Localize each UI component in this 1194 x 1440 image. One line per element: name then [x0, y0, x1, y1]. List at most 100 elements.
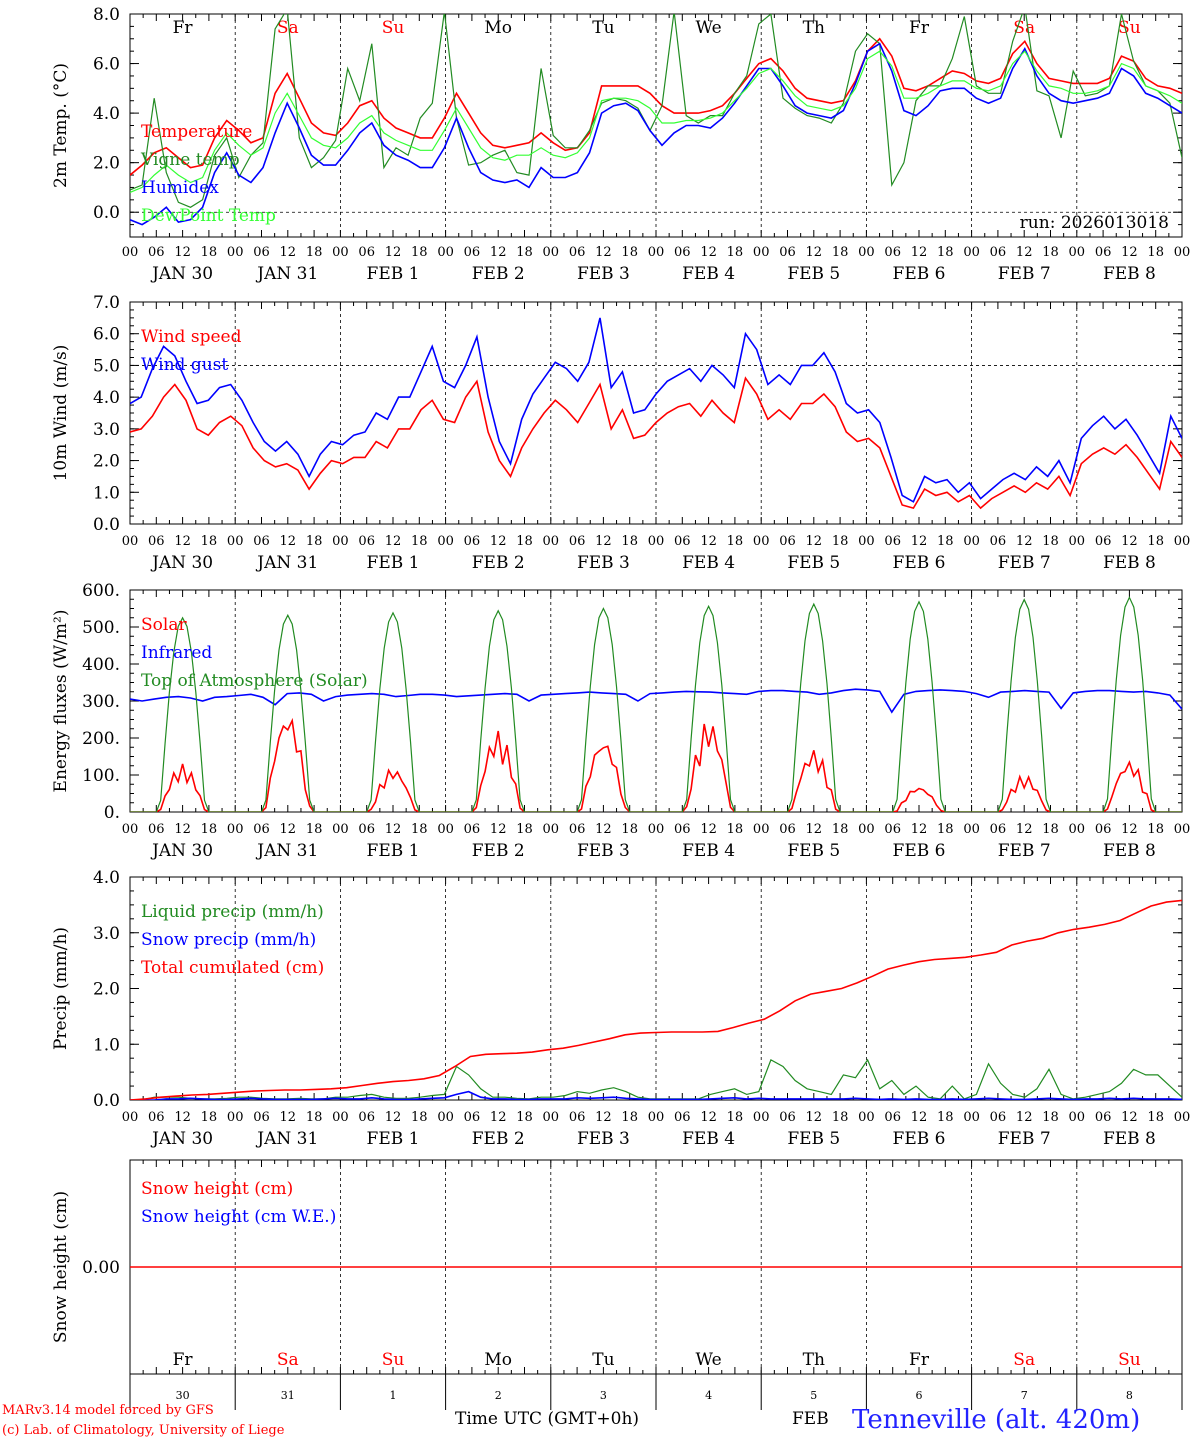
precip-line-snow-precip-mm-h- — [130, 1090, 1182, 1100]
precip-line-total-cumulated-cm- — [130, 899, 1182, 1100]
temp-ytick-label: 6.0 — [93, 55, 120, 75]
energy-hour-label: 06 — [884, 822, 901, 837]
snow-ytick-label: 0.00 — [82, 1258, 120, 1278]
wind-line-wind-gust — [130, 317, 1182, 503]
energy-ytick-label: 0. — [104, 803, 120, 823]
wind-hour-label: 18 — [411, 534, 428, 549]
temp-dayname: Fr — [909, 18, 930, 38]
energy-hour-label: 00 — [753, 822, 770, 837]
precip-hour-label: 00 — [1069, 1110, 1086, 1125]
wind-hour-label: 00 — [543, 534, 560, 549]
temp-hour-label: 12 — [280, 245, 297, 260]
energy-series — [130, 595, 1182, 812]
precip-hour-label: 12 — [911, 1110, 928, 1125]
energy-hour-label: 00 — [1069, 822, 1086, 837]
temp-hour-label: 12 — [385, 245, 402, 260]
wind-series — [130, 317, 1182, 510]
wind-hour-label: 00 — [437, 534, 454, 549]
temp-date-label: FEB 8 — [1103, 264, 1156, 284]
energy-date-label: FEB 4 — [682, 841, 735, 861]
snow-legend-0: Snow height (cm) — [141, 1179, 293, 1199]
temp-line-vigne-temp — [130, 14, 1182, 208]
wind-hour-label: 06 — [674, 534, 691, 549]
precip-date-label: FEB 8 — [1103, 1129, 1156, 1149]
wind-date-label: FEB 8 — [1103, 553, 1156, 573]
energy-hour-label: 18 — [201, 822, 218, 837]
precip-hour-label: 12 — [1016, 1110, 1033, 1125]
wind-hour-label: 06 — [253, 534, 270, 549]
precip-hour-label: 18 — [832, 1110, 849, 1125]
snow-dayname: We — [696, 1350, 722, 1370]
wind-hour-label: 06 — [358, 534, 375, 549]
precip-hour-label: 00 — [122, 1110, 139, 1125]
wind-hour-label: 00 — [753, 534, 770, 549]
temp-dayname: Sa — [1013, 18, 1035, 38]
energy-legend-2: Top of Atmosphere (Solar) — [141, 671, 368, 691]
temp-hour-label: 06 — [674, 245, 691, 260]
energy-date-label: FEB 3 — [577, 841, 630, 861]
temp-ytick-label: 4.0 — [93, 104, 120, 124]
precip-hour-label: 00 — [963, 1110, 980, 1125]
temp-hour-label: 00 — [858, 245, 875, 260]
energy-hour-label: 18 — [411, 822, 428, 837]
precip-hour-label: 18 — [621, 1110, 638, 1125]
temp-date-label: FEB 2 — [472, 264, 525, 284]
temp-legend-1: Vigne temp — [140, 150, 240, 170]
energy-hour-label: 12 — [490, 822, 507, 837]
snow-daynum: 4 — [705, 1389, 712, 1402]
wind-hour-label: 00 — [963, 534, 980, 549]
wind-hour-label: 18 — [937, 534, 954, 549]
temp-dayname: Th — [803, 18, 825, 38]
energy-hour-label: 18 — [727, 822, 744, 837]
precip-hour-label: 12 — [806, 1110, 823, 1125]
precip-hour-label: 06 — [569, 1110, 586, 1125]
snow-dayname: Su — [382, 1350, 405, 1370]
temp-dayname: Su — [1118, 18, 1141, 38]
snow-dayname: Su — [1118, 1350, 1141, 1370]
energy-ytick-label: 100. — [82, 766, 120, 786]
wind-date-label: FEB 6 — [893, 553, 946, 573]
temp-dayname: Fr — [173, 18, 194, 38]
energy-hour-label: 12 — [280, 822, 297, 837]
energy-hour-label: 18 — [516, 822, 533, 837]
precip-hour-label: 06 — [148, 1110, 165, 1125]
temp-dayname: Sa — [277, 18, 299, 38]
temp-hour-label: 12 — [1016, 245, 1033, 260]
temp-hour-label: 12 — [490, 245, 507, 260]
temp-ytick-label: 2.0 — [93, 154, 120, 174]
precip-series — [130, 899, 1182, 1100]
energy-legend-0: Solar — [141, 615, 187, 635]
snow-daynum: 1 — [390, 1389, 397, 1402]
wind-ytick-label: 1.0 — [93, 483, 120, 503]
energy-hour-label: 00 — [648, 822, 665, 837]
energy-hour-label: 06 — [253, 822, 270, 837]
temp-ytick-label: 8.0 — [93, 5, 120, 25]
precip-date-label: JAN 30 — [150, 1129, 213, 1149]
snow-dayname: Fr — [173, 1350, 194, 1370]
precip-hour-label: 06 — [884, 1110, 901, 1125]
temp-hour-label: 06 — [148, 245, 165, 260]
precip-hour-label: 00 — [858, 1110, 875, 1125]
energy-hour-label: 18 — [1147, 822, 1164, 837]
precip-date-label: FEB 3 — [577, 1129, 630, 1149]
wind-ytick-label: 5.0 — [93, 356, 120, 376]
temp-legend-2: Humidex — [141, 178, 219, 198]
temp-hour-label: 18 — [306, 245, 323, 260]
precip-hour-label: 06 — [674, 1110, 691, 1125]
precip-hour-label: 00 — [227, 1110, 244, 1125]
energy-hour-label: 00 — [227, 822, 244, 837]
wind-hour-label: 06 — [779, 534, 796, 549]
energy-hour-label: 12 — [385, 822, 402, 837]
energy-hour-label: 12 — [911, 822, 928, 837]
energy-hour-label: 00 — [543, 822, 560, 837]
wind-hour-label: 18 — [306, 534, 323, 549]
energy-hour-label: 00 — [963, 822, 980, 837]
precip-hour-label: 00 — [437, 1110, 454, 1125]
temp-date-label: FEB 4 — [682, 264, 735, 284]
energy-hour-label: 18 — [621, 822, 638, 837]
temp-dayname: Mo — [484, 18, 512, 38]
energy-date-label: FEB 2 — [472, 841, 525, 861]
precip-hour-label: 00 — [543, 1110, 560, 1125]
temp-hour-label: 06 — [884, 245, 901, 260]
temp-hour-label: 18 — [621, 245, 638, 260]
